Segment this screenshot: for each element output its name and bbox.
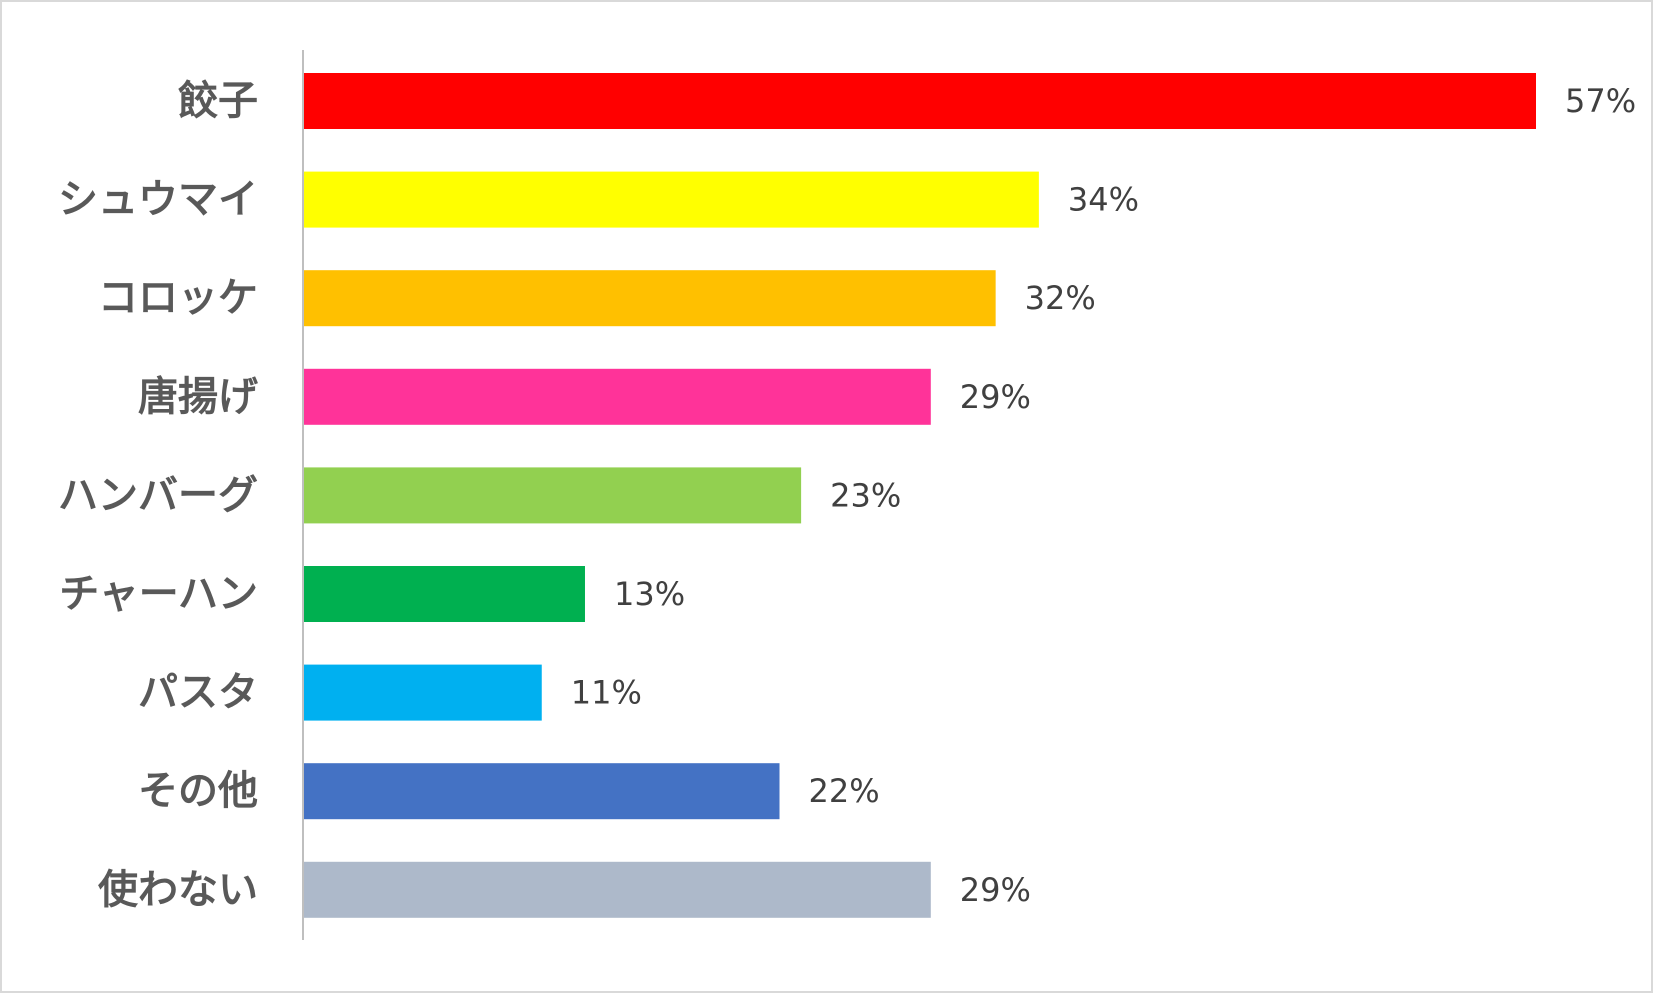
bar (304, 861, 931, 918)
data-label: 22% (809, 772, 880, 810)
data-label: 29% (960, 378, 1031, 416)
bar (304, 171, 1039, 228)
category-label: パスタ (138, 670, 258, 716)
data-label: 32% (1025, 279, 1096, 317)
category-label: その他 (138, 768, 258, 814)
bar (304, 73, 1536, 129)
bar (304, 763, 780, 820)
bar (304, 664, 542, 721)
category-label: ハンバーグ (58, 472, 258, 518)
data-label: 34% (1068, 181, 1139, 219)
category-label: コロッケ (98, 275, 258, 321)
data-label: 57% (1565, 82, 1636, 120)
category-label: シュウマイ (58, 177, 258, 223)
category-label: チャーハン (59, 571, 258, 617)
bar (304, 270, 996, 327)
category-label: 使わない (98, 867, 258, 913)
bar (304, 368, 931, 425)
bar (304, 566, 585, 622)
data-label: 11% (571, 674, 642, 712)
data-label: 13% (614, 575, 685, 613)
bar (304, 467, 802, 524)
data-label: 29% (960, 871, 1031, 909)
category-label: 餃子 (178, 78, 258, 124)
category-label: 唐揚げ (138, 374, 258, 420)
data-label: 23% (830, 476, 901, 514)
bars-group: 餃子 57% シュウマイ 34% コロッケ 32% 唐揚げ 29% ハンバーグ 23% チャーハン 1… (58, 73, 1636, 918)
